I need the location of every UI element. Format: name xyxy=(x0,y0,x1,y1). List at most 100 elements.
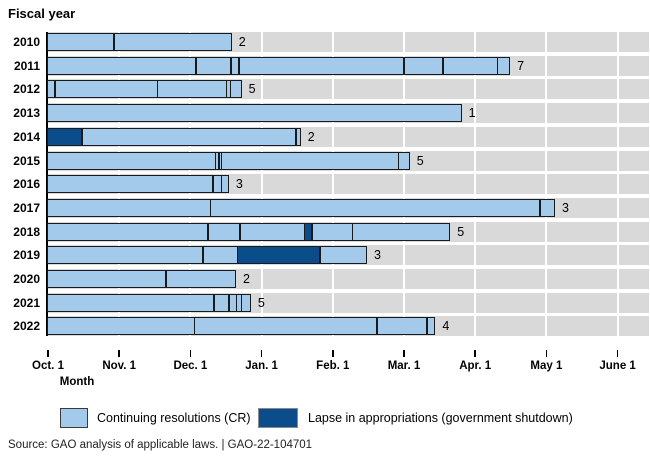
cr-bar xyxy=(47,127,301,146)
fiscal-year-label: 2021 xyxy=(13,295,40,310)
x-axis-tick-label: Nov. 1 xyxy=(102,360,137,372)
fiscal-year-label: 2022 xyxy=(13,319,40,334)
month-gridline xyxy=(545,32,548,337)
fiscal-year-label: 2016 xyxy=(13,177,40,192)
cr-segment-divider xyxy=(239,223,241,240)
chart-title: Fiscal year xyxy=(8,6,76,21)
month-gridline xyxy=(260,32,263,337)
cr-segment-divider xyxy=(54,81,56,98)
cr-segment-divider xyxy=(214,152,217,169)
cr-segment-divider xyxy=(225,81,228,98)
month-gridline xyxy=(331,32,334,337)
cr-segment-divider xyxy=(238,57,240,74)
x-axis-tick-label: Apr. 1 xyxy=(459,360,492,372)
fiscal-year-label: 2019 xyxy=(13,248,40,263)
cr-count-label: 5 xyxy=(248,82,256,97)
fiscal-year-label: 2011 xyxy=(13,58,40,73)
x-axis-tick-label: Feb. 1 xyxy=(316,360,350,372)
x-axis-tick xyxy=(616,350,619,357)
cr-bar xyxy=(47,270,236,288)
month-gridline xyxy=(616,32,619,337)
legend-label-lapse: Lapse in appropriations (government shut… xyxy=(308,411,573,425)
x-axis-tick xyxy=(260,350,263,357)
fiscal-year-label: 2014 xyxy=(13,129,40,144)
legend-swatch-cr xyxy=(60,408,88,428)
cr-bar xyxy=(47,293,251,312)
x-axis-tick xyxy=(118,350,120,357)
month-gridline xyxy=(474,32,477,337)
shutdown-segment xyxy=(48,128,83,145)
fiscal-year-label: 2020 xyxy=(13,272,40,286)
cr-segment-divider xyxy=(351,223,354,240)
x-axis-tick xyxy=(332,350,334,357)
cr-segment-divider xyxy=(81,128,83,145)
cr-segment-divider xyxy=(213,294,215,311)
cr-segment-divider xyxy=(195,57,197,74)
cr-segment-divider xyxy=(156,81,159,98)
cr-count-label: 3 xyxy=(561,200,569,215)
x-axis-tick-label: June 1 xyxy=(599,360,636,372)
cr-count-label: 2 xyxy=(238,35,246,49)
cr-segment-divider xyxy=(228,294,230,311)
cr-segment-divider xyxy=(319,247,321,264)
cr-bar xyxy=(47,56,511,75)
cr-segment-divider xyxy=(220,176,223,193)
cr-segment-divider xyxy=(539,199,541,216)
x-axis-tick-label: Oct. 1 xyxy=(32,360,64,372)
x-axis-tick-label: Mar. 1 xyxy=(387,360,421,372)
x-axis-tick-label: Dec. 1 xyxy=(173,360,208,372)
cr-count-label: 2 xyxy=(242,272,250,286)
cr-segment-divider xyxy=(165,271,167,287)
x-axis-tick-label: May 1 xyxy=(530,360,563,372)
cr-segment-divider xyxy=(397,152,400,169)
cr-segment-divider xyxy=(403,57,405,74)
cr-count-label: 3 xyxy=(235,177,243,192)
x-axis-tick xyxy=(189,350,192,357)
fiscal-year-label: 2018 xyxy=(13,224,40,239)
cr-count-label: 4 xyxy=(442,319,450,334)
cr-bar xyxy=(47,246,367,265)
fiscal-year-label: 2013 xyxy=(13,106,40,121)
cr-count-label: 3 xyxy=(373,248,381,263)
cr-bar xyxy=(47,33,232,51)
cr-bar xyxy=(47,222,451,241)
month-gridline xyxy=(403,32,405,337)
legend-swatch-lapse xyxy=(258,408,298,428)
cr-segment-divider xyxy=(496,57,499,74)
fiscal-year-label: 2010 xyxy=(13,35,40,49)
cr-segment-divider xyxy=(230,57,232,74)
fiscal-year-label: 2017 xyxy=(13,200,40,215)
shutdown-segment xyxy=(238,247,320,264)
cr-bar xyxy=(47,175,229,194)
cr-segment-divider xyxy=(426,318,428,335)
x-axis-tick xyxy=(545,350,548,357)
cr-segment-divider xyxy=(209,199,212,216)
cr-segment-divider xyxy=(295,128,297,145)
cr-bar xyxy=(47,104,462,123)
cr-count-label: 5 xyxy=(416,153,424,168)
cr-count-label: 2 xyxy=(307,129,315,144)
cr-segment-divider xyxy=(212,176,214,193)
cr-count-label: 5 xyxy=(457,224,465,239)
cr-segment-divider xyxy=(193,318,196,335)
cr-bar xyxy=(47,80,242,99)
cr-bar xyxy=(47,198,555,217)
x-axis-tick xyxy=(47,350,49,357)
cr-bar xyxy=(47,317,436,336)
legend-label-cr: Continuing resolutions (CR) xyxy=(97,411,251,425)
cr-segment-divider xyxy=(113,34,115,50)
fiscal-year-label: 2012 xyxy=(13,82,40,97)
cr-count-label: 5 xyxy=(257,295,265,310)
cr-count-label: 1 xyxy=(468,106,476,121)
cr-segment-divider xyxy=(207,223,209,240)
x-axis-tick xyxy=(403,350,405,357)
cr-bar xyxy=(47,151,410,170)
fiscal-year-label: 2015 xyxy=(13,153,40,168)
cr-segment-divider xyxy=(442,57,444,74)
x-axis-label: Month xyxy=(59,376,95,388)
shutdown-segment xyxy=(305,223,313,240)
cr-count-label: 7 xyxy=(517,58,525,73)
cr-segment-divider xyxy=(202,247,204,264)
